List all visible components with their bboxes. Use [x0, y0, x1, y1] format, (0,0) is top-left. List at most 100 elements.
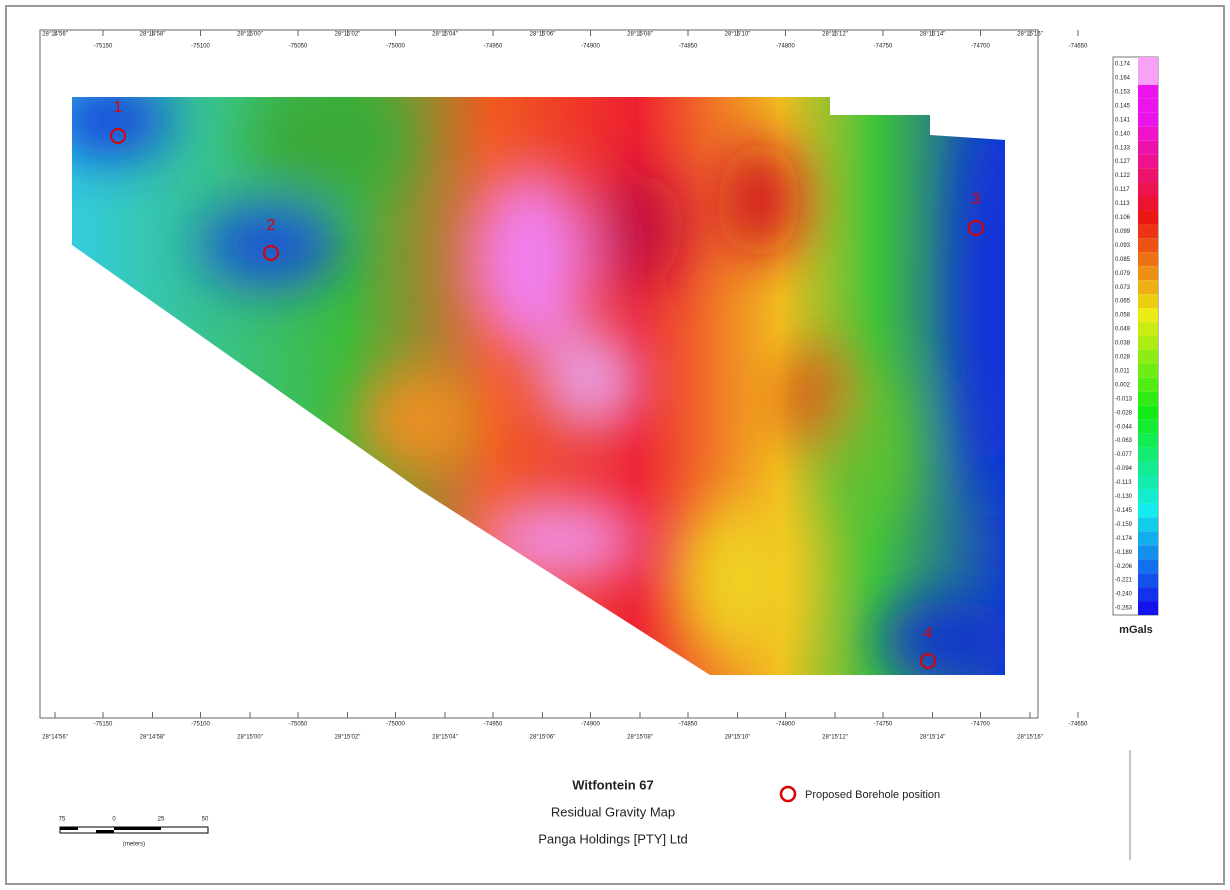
colorbar-swatch — [1138, 434, 1158, 448]
scale-label: 0 — [112, 817, 116, 823]
colorbar-swatch — [1138, 127, 1158, 141]
colorbar-label: 0.079 — [1115, 271, 1131, 277]
colorbar-label: -0.206 — [1115, 564, 1133, 570]
colorbar-label: 0.117 — [1115, 187, 1130, 193]
colorbar-label: -0.113 — [1115, 480, 1132, 486]
colorbar-label: -0.028 — [1115, 410, 1133, 416]
top-metre-label: -75100 — [191, 44, 210, 50]
legend-symbol — [781, 787, 795, 801]
colorbar-swatch — [1138, 99, 1158, 113]
bottom-dms-label: 28°15'04" — [432, 735, 458, 741]
colorbar-swatch — [1138, 141, 1158, 155]
colorbar-swatch — [1138, 545, 1158, 559]
colorbar-swatch — [1138, 336, 1158, 350]
bottom-dms-label: 28°15'08" — [627, 735, 653, 741]
colorbar-label: 0.038 — [1115, 341, 1131, 347]
colorbar-label: 0.153 — [1115, 89, 1131, 95]
colorbar-unit: mGals — [1119, 624, 1153, 636]
colorbar-label: 0.099 — [1115, 229, 1131, 235]
colorbar-label: -0.159 — [1115, 522, 1133, 528]
top-metre-label: -74750 — [874, 44, 893, 50]
borehole-label: 3 — [972, 191, 981, 208]
colorbar-label: -0.013 — [1115, 396, 1133, 402]
scale-label: 25 — [158, 817, 165, 823]
map-title: Witfontein 67 — [572, 777, 654, 792]
top-metre-label: -75000 — [386, 44, 405, 50]
bottom-metre-label: -74650 — [1069, 722, 1088, 728]
bottom-dms-label: 28°14'58" — [140, 735, 166, 741]
colorbar-swatch — [1138, 183, 1158, 197]
colorbar-label: 0.127 — [1115, 159, 1131, 165]
colorbar-label: -0.145 — [1115, 508, 1133, 514]
scale-label: 75 — [59, 817, 66, 823]
colorbar-label: 0.049 — [1115, 327, 1131, 333]
colorbar-label: 0.073 — [1115, 285, 1131, 291]
colorbar-swatch — [1138, 210, 1158, 224]
top-metre-label: -74850 — [679, 44, 698, 50]
borehole-label: 2 — [267, 217, 276, 234]
bottom-metre-label: -75000 — [386, 722, 405, 728]
bottom-metre-label: -74850 — [679, 722, 698, 728]
colorbar-swatch — [1138, 420, 1158, 434]
bottom-metre-label: -74750 — [874, 722, 893, 728]
top-metre-label: -74700 — [971, 44, 990, 50]
bottom-dms-label: 28°15'14" — [920, 735, 946, 741]
colorbar-swatch — [1138, 489, 1158, 503]
top-metre-label: -74900 — [581, 44, 600, 50]
bottom-metre-label: -75050 — [289, 722, 308, 728]
colorbar-swatch — [1138, 378, 1158, 392]
colorbar-label: 0.140 — [1115, 131, 1131, 137]
top-metre-label: -75050 — [289, 44, 308, 50]
colorbar-label: 0.174 — [1115, 62, 1131, 68]
colorbar-swatch — [1138, 57, 1158, 71]
colorbar-label: -0.063 — [1115, 438, 1133, 444]
colorbar-swatch — [1138, 517, 1158, 531]
colorbar-label: 0.028 — [1115, 355, 1131, 361]
colorbar-label: -0.263 — [1115, 606, 1133, 612]
colorbar-label: -0.221 — [1115, 578, 1133, 584]
colorbar-swatch — [1138, 224, 1158, 238]
bottom-dms-label: 28°15'06" — [530, 735, 556, 741]
scale-label: 50 — [202, 817, 209, 823]
colorbar-swatch — [1138, 573, 1158, 587]
bottom-dms-label: 28°15'16" — [1017, 735, 1043, 741]
colorbar-swatch — [1138, 462, 1158, 476]
colorbar-swatch — [1138, 294, 1158, 308]
legend-label: Proposed Borehole position — [805, 789, 940, 801]
colorbar-label: -0.130 — [1115, 494, 1133, 500]
scale-unit: (meters) — [123, 842, 145, 848]
company-name: Panga Holdings [PTY] Ltd — [538, 831, 688, 846]
colorbar-label: -0.240 — [1115, 592, 1133, 598]
colorbar-swatch — [1138, 252, 1158, 266]
colorbar-label: -0.189 — [1115, 550, 1133, 556]
bottom-dms-label: 28°15'02" — [335, 735, 361, 741]
borehole-label: 4 — [924, 625, 933, 642]
colorbar-label: 0.122 — [1115, 173, 1131, 179]
bottom-dms-label: 28°14'56" — [42, 735, 68, 741]
colorbar-label: 0.145 — [1115, 103, 1131, 109]
bottom-metre-label: -75150 — [94, 722, 113, 728]
colorbar-swatch — [1138, 71, 1158, 85]
colorbar-label: -0.094 — [1115, 466, 1133, 472]
colorbar-label: 0.065 — [1115, 299, 1131, 305]
colorbar-swatch — [1138, 155, 1158, 169]
colorbar-swatch — [1138, 406, 1158, 420]
colorbar-swatch — [1138, 601, 1158, 615]
colorbar-label: 0.133 — [1115, 145, 1131, 151]
bottom-dms-label: 28°15'10" — [725, 735, 751, 741]
colorbar-label: 0.164 — [1115, 76, 1131, 82]
colorbar-label: 0.141 — [1115, 117, 1131, 123]
colorbar-swatch — [1138, 169, 1158, 183]
colorbar-swatch — [1138, 280, 1158, 294]
colorbar-swatch — [1138, 587, 1158, 601]
top-metre-label: -75150 — [94, 44, 113, 50]
bottom-dms-label: 28°15'00" — [237, 735, 263, 741]
colorbar-swatch — [1138, 503, 1158, 517]
colorbar-swatch — [1138, 238, 1158, 252]
colorbar-swatch — [1138, 85, 1158, 99]
colorbar-label: -0.044 — [1115, 424, 1133, 430]
colorbar-label: 0.002 — [1115, 382, 1131, 388]
top-metre-label: -74800 — [776, 44, 795, 50]
colorbar-swatch — [1138, 197, 1158, 211]
scale-bar — [60, 827, 208, 833]
